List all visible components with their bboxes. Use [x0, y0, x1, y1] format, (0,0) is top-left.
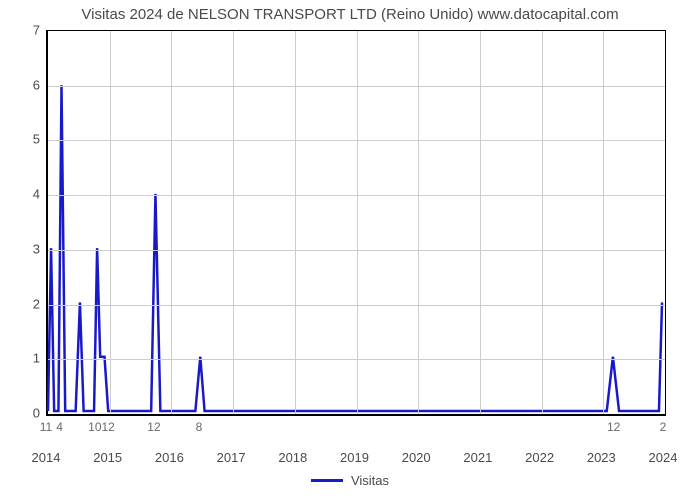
gridline-v — [542, 31, 543, 414]
x-tick-label: 2021 — [463, 450, 492, 465]
gridline-v — [295, 31, 296, 414]
legend: Visitas — [0, 472, 700, 488]
legend-label: Visitas — [351, 473, 389, 488]
value-label: 1012 — [88, 420, 115, 434]
y-tick-label: 0 — [0, 406, 40, 421]
y-tick-label: 3 — [0, 241, 40, 256]
x-tick-label: 2023 — [587, 450, 616, 465]
y-tick-label: 1 — [0, 351, 40, 366]
value-label: 8 — [196, 420, 203, 434]
gridline-v — [233, 31, 234, 414]
x-tick-label: 2020 — [402, 450, 431, 465]
value-label: 4 — [56, 420, 63, 434]
y-tick-label: 7 — [0, 23, 40, 38]
chart-title: Visitas 2024 de NELSON TRANSPORT LTD (Re… — [0, 0, 700, 25]
y-tick-label: 4 — [0, 187, 40, 202]
x-tick-label: 2024 — [649, 450, 678, 465]
gridline-v — [171, 31, 172, 414]
plot-area — [46, 30, 666, 416]
x-tick-label: 2014 — [32, 450, 61, 465]
value-label: 12 — [147, 420, 160, 434]
x-tick-label: 2022 — [525, 450, 554, 465]
x-tick-label: 2019 — [340, 450, 369, 465]
gridline-v — [480, 31, 481, 414]
y-tick-label: 2 — [0, 296, 40, 311]
gridline-v — [418, 31, 419, 414]
y-tick-label: 6 — [0, 77, 40, 92]
gridline-v — [357, 31, 358, 414]
legend-swatch — [311, 479, 343, 482]
value-label: 11 — [40, 420, 52, 434]
gridline-v — [603, 31, 604, 414]
x-tick-label: 2018 — [278, 450, 307, 465]
x-tick-label: 2015 — [93, 450, 122, 465]
visits-line — [48, 85, 662, 411]
x-tick-label: 2016 — [155, 450, 184, 465]
x-tick-label: 2017 — [217, 450, 246, 465]
y-tick-label: 5 — [0, 132, 40, 147]
gridline-v — [110, 31, 111, 414]
value-label: 12 — [607, 420, 620, 434]
value-label: 2 — [660, 420, 667, 434]
chart-container: Visitas 2024 de NELSON TRANSPORT LTD (Re… — [0, 0, 700, 500]
